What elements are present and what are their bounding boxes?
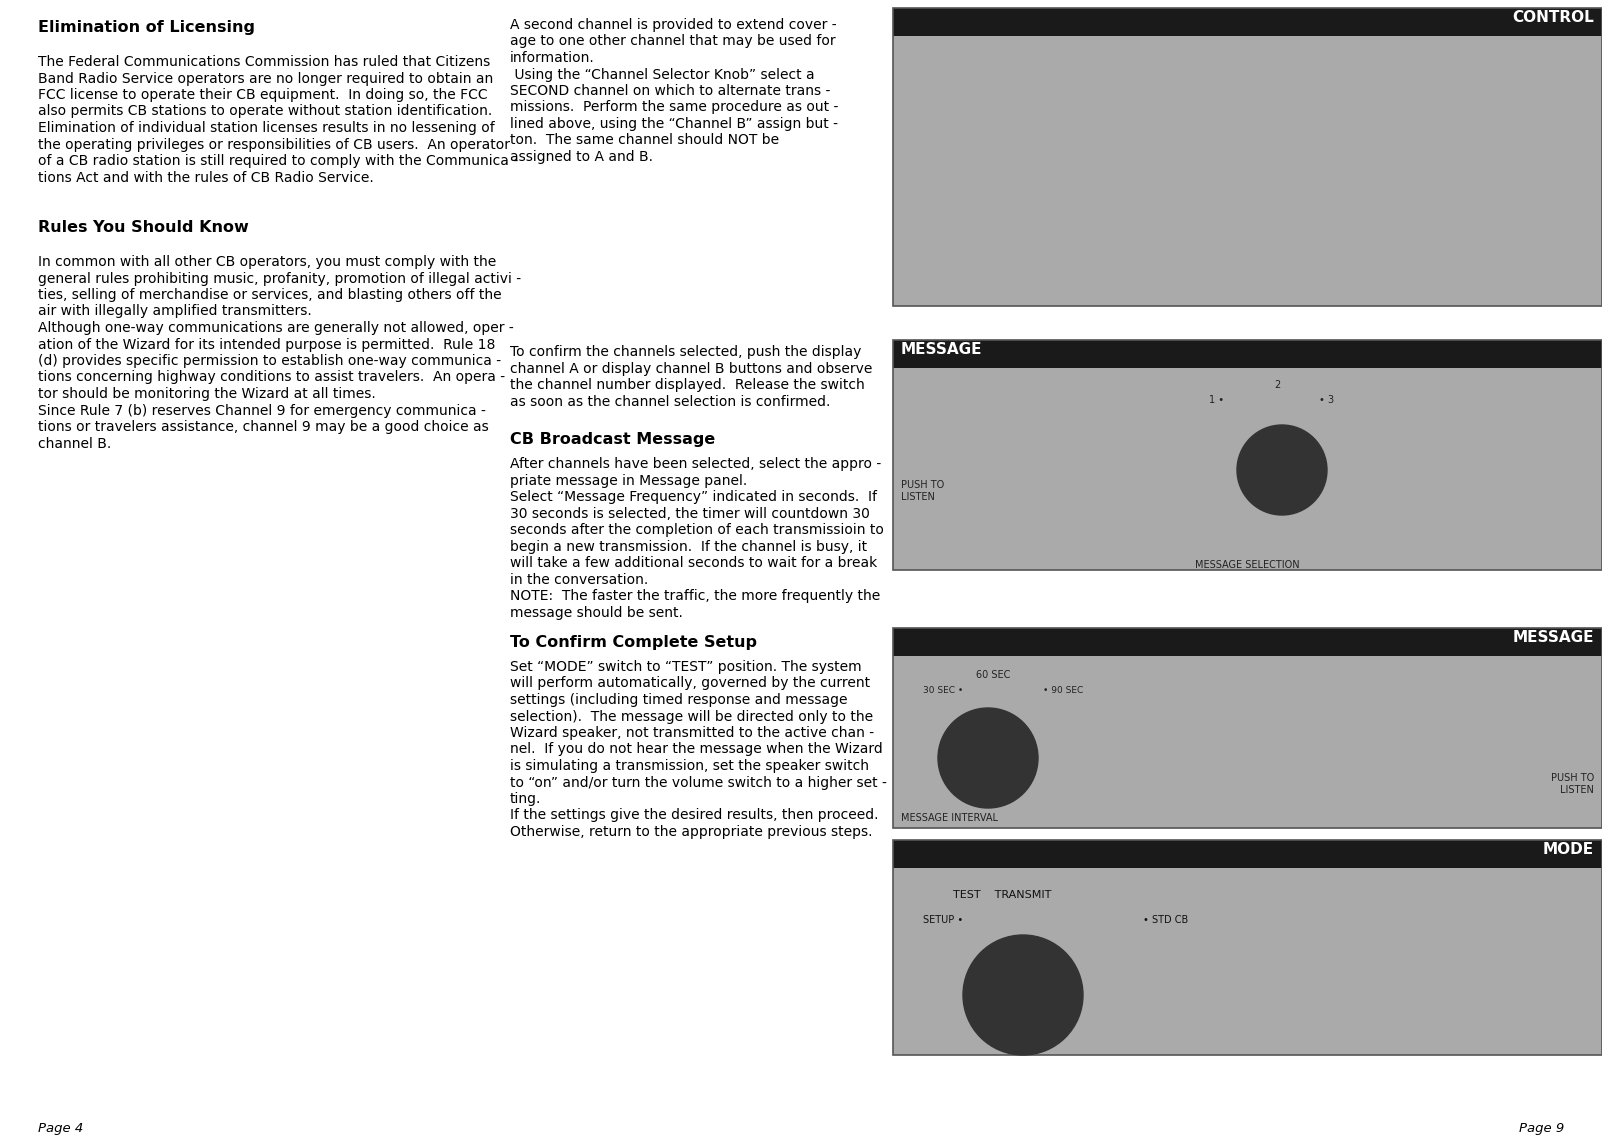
Text: After channels have been selected, select the appro -: After channels have been selected, selec… (509, 456, 881, 471)
Text: ties, selling of merchandise or services, and blasting others off the: ties, selling of merchandise or services… (38, 288, 501, 302)
Circle shape (939, 708, 1038, 808)
Bar (892, 8, 1602, 305)
Text: tions Act and with the rules of CB Radio Service.: tions Act and with the rules of CB Radio… (38, 170, 373, 184)
Text: Since Rule 7 (b) reserves Channel 9 for emergency communica -: Since Rule 7 (b) reserves Channel 9 for … (38, 404, 485, 418)
Text: 30 seconds is selected, the timer will countdown 30: 30 seconds is selected, the timer will c… (509, 507, 870, 521)
Text: as soon as the channel selection is confirmed.: as soon as the channel selection is conf… (509, 395, 830, 408)
Text: CONTROL: CONTROL (1512, 10, 1594, 25)
Text: age to one other channel that may be used for: age to one other channel that may be use… (509, 34, 836, 48)
Bar (892, 868, 1602, 1055)
Text: If the settings give the desired results, then proceed.: If the settings give the desired results… (509, 809, 878, 823)
Text: SETUP •: SETUP • (923, 915, 963, 925)
Text: MESSAGE: MESSAGE (1512, 630, 1594, 645)
Bar (892, 840, 1602, 868)
Bar (892, 368, 1602, 570)
Text: Band Radio Service operators are no longer required to obtain an: Band Radio Service operators are no long… (38, 71, 493, 86)
Text: 2: 2 (1274, 380, 1280, 390)
Text: ton.  The same channel should NOT be: ton. The same channel should NOT be (509, 134, 779, 148)
Text: air with illegally amplified transmitters.: air with illegally amplified transmitter… (38, 304, 312, 318)
Text: general rules prohibiting music, profanity, promotion of illegal activi -: general rules prohibiting music, profani… (38, 271, 521, 286)
Text: • STD CB: • STD CB (1142, 915, 1189, 925)
Text: In common with all other CB operators, you must comply with the: In common with all other CB operators, y… (38, 255, 497, 269)
Text: 30 SEC •: 30 SEC • (923, 686, 963, 696)
Text: Wizard speaker, not transmitted to the active chan -: Wizard speaker, not transmitted to the a… (509, 726, 875, 740)
Text: (d) provides specific permission to establish one-way communica -: (d) provides specific permission to esta… (38, 353, 501, 368)
Text: is simulating a transmission, set the speaker switch: is simulating a transmission, set the sp… (509, 758, 868, 773)
Bar (892, 628, 1602, 828)
Text: To confirm the channels selected, push the display: To confirm the channels selected, push t… (509, 345, 862, 359)
Text: 1 •: 1 • (1210, 395, 1224, 405)
Text: ting.: ting. (509, 792, 541, 807)
Text: SECOND channel on which to alternate trans -: SECOND channel on which to alternate tra… (509, 84, 830, 98)
Text: Page 9: Page 9 (1519, 1122, 1564, 1135)
Text: Otherwise, return to the appropriate previous steps.: Otherwise, return to the appropriate pre… (509, 825, 873, 839)
Text: to “on” and/or turn the volume switch to a higher set -: to “on” and/or turn the volume switch to… (509, 776, 888, 789)
Bar (892, 340, 1602, 368)
Text: PUSH TO
LISTEN: PUSH TO LISTEN (1551, 773, 1594, 795)
Text: CB Broadcast Message: CB Broadcast Message (509, 432, 714, 447)
Text: nel.  If you do not hear the message when the Wizard: nel. If you do not hear the message when… (509, 742, 883, 756)
Text: A second channel is provided to extend cover -: A second channel is provided to extend c… (509, 18, 836, 32)
Text: will take a few additional seconds to wait for a break: will take a few additional seconds to wa… (509, 556, 878, 570)
Text: selection).  The message will be directed only to the: selection). The message will be directed… (509, 709, 873, 723)
Text: Elimination of Licensing: Elimination of Licensing (38, 19, 255, 35)
Text: TEST    TRANSMIT: TEST TRANSMIT (953, 890, 1051, 900)
Text: Rules You Should Know: Rules You Should Know (38, 220, 248, 235)
Text: MESSAGE SELECTION: MESSAGE SELECTION (1195, 561, 1299, 570)
Text: lined above, using the “Channel B” assign but -: lined above, using the “Channel B” assig… (509, 117, 838, 132)
Text: 60 SEC: 60 SEC (976, 670, 1011, 680)
Bar (892, 628, 1602, 656)
Text: begin a new transmission.  If the channel is busy, it: begin a new transmission. If the channel… (509, 540, 867, 554)
Text: Elimination of individual station licenses results in no lessening of: Elimination of individual station licens… (38, 121, 495, 135)
Text: PUSH TO
LISTEN: PUSH TO LISTEN (900, 480, 944, 501)
Bar (892, 656, 1602, 828)
Text: settings (including timed response and message: settings (including timed response and m… (509, 693, 847, 707)
Text: missions.  Perform the same procedure as out -: missions. Perform the same procedure as … (509, 101, 838, 114)
Text: The Federal Communications Commission has ruled that Citizens: The Federal Communications Commission ha… (38, 55, 490, 69)
Text: FCC license to operate their CB equipment.  In doing so, the FCC: FCC license to operate their CB equipmen… (38, 88, 487, 102)
Text: MESSAGE INTERVAL: MESSAGE INTERVAL (900, 813, 998, 823)
Text: channel A or display channel B buttons and observe: channel A or display channel B buttons a… (509, 362, 873, 375)
Text: Set “MODE” switch to “TEST” position. The system: Set “MODE” switch to “TEST” position. Th… (509, 660, 862, 674)
Text: Select “Message Frequency” indicated in seconds.  If: Select “Message Frequency” indicated in … (509, 490, 876, 505)
Text: the operating privileges or responsibilities of CB users.  An operator: the operating privileges or responsibili… (38, 137, 509, 151)
Text: MESSAGE: MESSAGE (900, 342, 982, 357)
Text: Page 4: Page 4 (38, 1122, 83, 1135)
Text: ation of the Wizard for its intended purpose is permitted.  Rule 18: ation of the Wizard for its intended pur… (38, 337, 495, 351)
Text: assigned to A and B.: assigned to A and B. (509, 150, 654, 164)
Text: MODE: MODE (1543, 842, 1594, 857)
Text: • 90 SEC: • 90 SEC (1043, 686, 1083, 696)
Bar (892, 8, 1602, 35)
Text: To Confirm Complete Setup: To Confirm Complete Setup (509, 635, 758, 650)
Text: in the conversation.: in the conversation. (509, 572, 649, 587)
Text: Using the “Channel Selector Knob” select a: Using the “Channel Selector Knob” select… (509, 67, 815, 81)
Text: tions or travelers assistance, channel 9 may be a good choice as: tions or travelers assistance, channel 9… (38, 420, 489, 434)
Bar (892, 340, 1602, 570)
Text: channel B.: channel B. (38, 437, 111, 451)
Text: tions concerning highway conditions to assist travelers.  An opera -: tions concerning highway conditions to a… (38, 371, 505, 384)
Text: also permits CB stations to operate without station identification.: also permits CB stations to operate with… (38, 104, 492, 119)
Text: Although one-way communications are generally not allowed, oper -: Although one-way communications are gene… (38, 321, 514, 335)
Circle shape (1237, 426, 1326, 515)
Circle shape (963, 935, 1083, 1055)
Text: NOTE:  The faster the traffic, the more frequently the: NOTE: The faster the traffic, the more f… (509, 589, 879, 603)
Text: tor should be monitoring the Wizard at all times.: tor should be monitoring the Wizard at a… (38, 387, 376, 402)
Text: seconds after the completion of each transmissioin to: seconds after the completion of each tra… (509, 523, 884, 537)
Text: the channel number displayed.  Release the switch: the channel number displayed. Release th… (509, 378, 865, 392)
Bar (892, 35, 1602, 305)
Bar (892, 840, 1602, 1055)
Text: information.: information. (509, 51, 594, 65)
Text: will perform automatically, governed by the current: will perform automatically, governed by … (509, 676, 870, 691)
Text: of a CB radio station is still required to comply with the Communica -: of a CB radio station is still required … (38, 154, 517, 168)
Text: message should be sent.: message should be sent. (509, 605, 682, 620)
Text: priate message in Message panel.: priate message in Message panel. (509, 474, 747, 487)
Text: • 3: • 3 (1320, 395, 1334, 405)
